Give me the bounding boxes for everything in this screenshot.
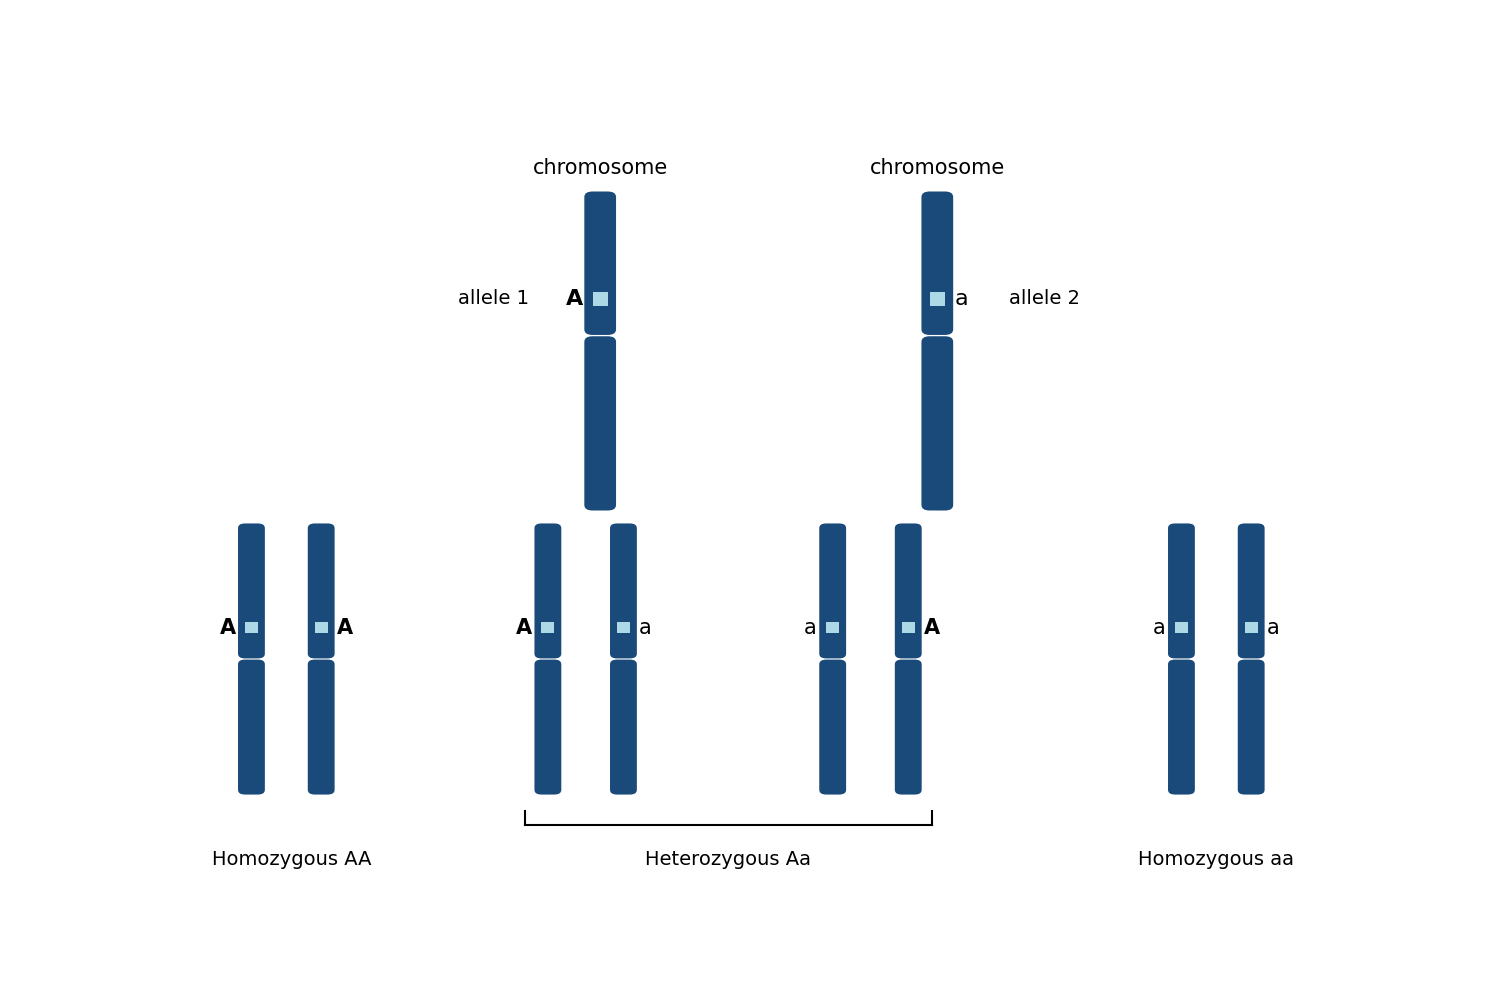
Text: a: a: [1268, 618, 1280, 638]
Text: A: A: [219, 618, 236, 638]
Bar: [1174, 622, 1188, 633]
Text: Homozygous aa: Homozygous aa: [1138, 850, 1294, 869]
Text: a: a: [804, 618, 818, 638]
FancyBboxPatch shape: [238, 523, 266, 658]
Text: A: A: [566, 289, 584, 309]
FancyBboxPatch shape: [1238, 660, 1264, 795]
FancyBboxPatch shape: [921, 191, 952, 335]
Bar: [827, 622, 839, 633]
Text: A: A: [924, 618, 940, 638]
Text: a: a: [954, 289, 968, 309]
Text: a: a: [1154, 618, 1166, 638]
Text: chromosome: chromosome: [532, 158, 668, 178]
FancyBboxPatch shape: [238, 660, 266, 795]
FancyBboxPatch shape: [1238, 523, 1264, 658]
FancyBboxPatch shape: [308, 523, 334, 658]
FancyBboxPatch shape: [534, 660, 561, 795]
Text: A: A: [516, 618, 532, 638]
FancyBboxPatch shape: [610, 523, 638, 658]
Text: Homozygous AA: Homozygous AA: [213, 850, 372, 869]
Text: A: A: [338, 618, 352, 638]
FancyBboxPatch shape: [585, 336, 616, 511]
FancyBboxPatch shape: [819, 660, 846, 795]
FancyBboxPatch shape: [896, 523, 921, 658]
FancyBboxPatch shape: [1168, 523, 1196, 658]
FancyBboxPatch shape: [1168, 660, 1196, 795]
FancyBboxPatch shape: [819, 523, 846, 658]
Bar: [542, 622, 555, 633]
Text: allele 2: allele 2: [1010, 289, 1080, 308]
Text: chromosome: chromosome: [870, 158, 1005, 178]
FancyBboxPatch shape: [896, 660, 921, 795]
FancyBboxPatch shape: [585, 191, 616, 335]
Bar: [616, 622, 630, 633]
Bar: [244, 622, 258, 633]
Bar: [930, 292, 945, 306]
Bar: [592, 292, 608, 306]
Bar: [902, 622, 915, 633]
Text: Heterozygous Aa: Heterozygous Aa: [645, 850, 812, 869]
FancyBboxPatch shape: [308, 660, 334, 795]
FancyBboxPatch shape: [610, 660, 638, 795]
Text: a: a: [639, 618, 652, 638]
Bar: [315, 622, 327, 633]
Bar: [1245, 622, 1257, 633]
Text: allele 1: allele 1: [458, 289, 528, 308]
FancyBboxPatch shape: [534, 523, 561, 658]
FancyBboxPatch shape: [921, 336, 952, 511]
